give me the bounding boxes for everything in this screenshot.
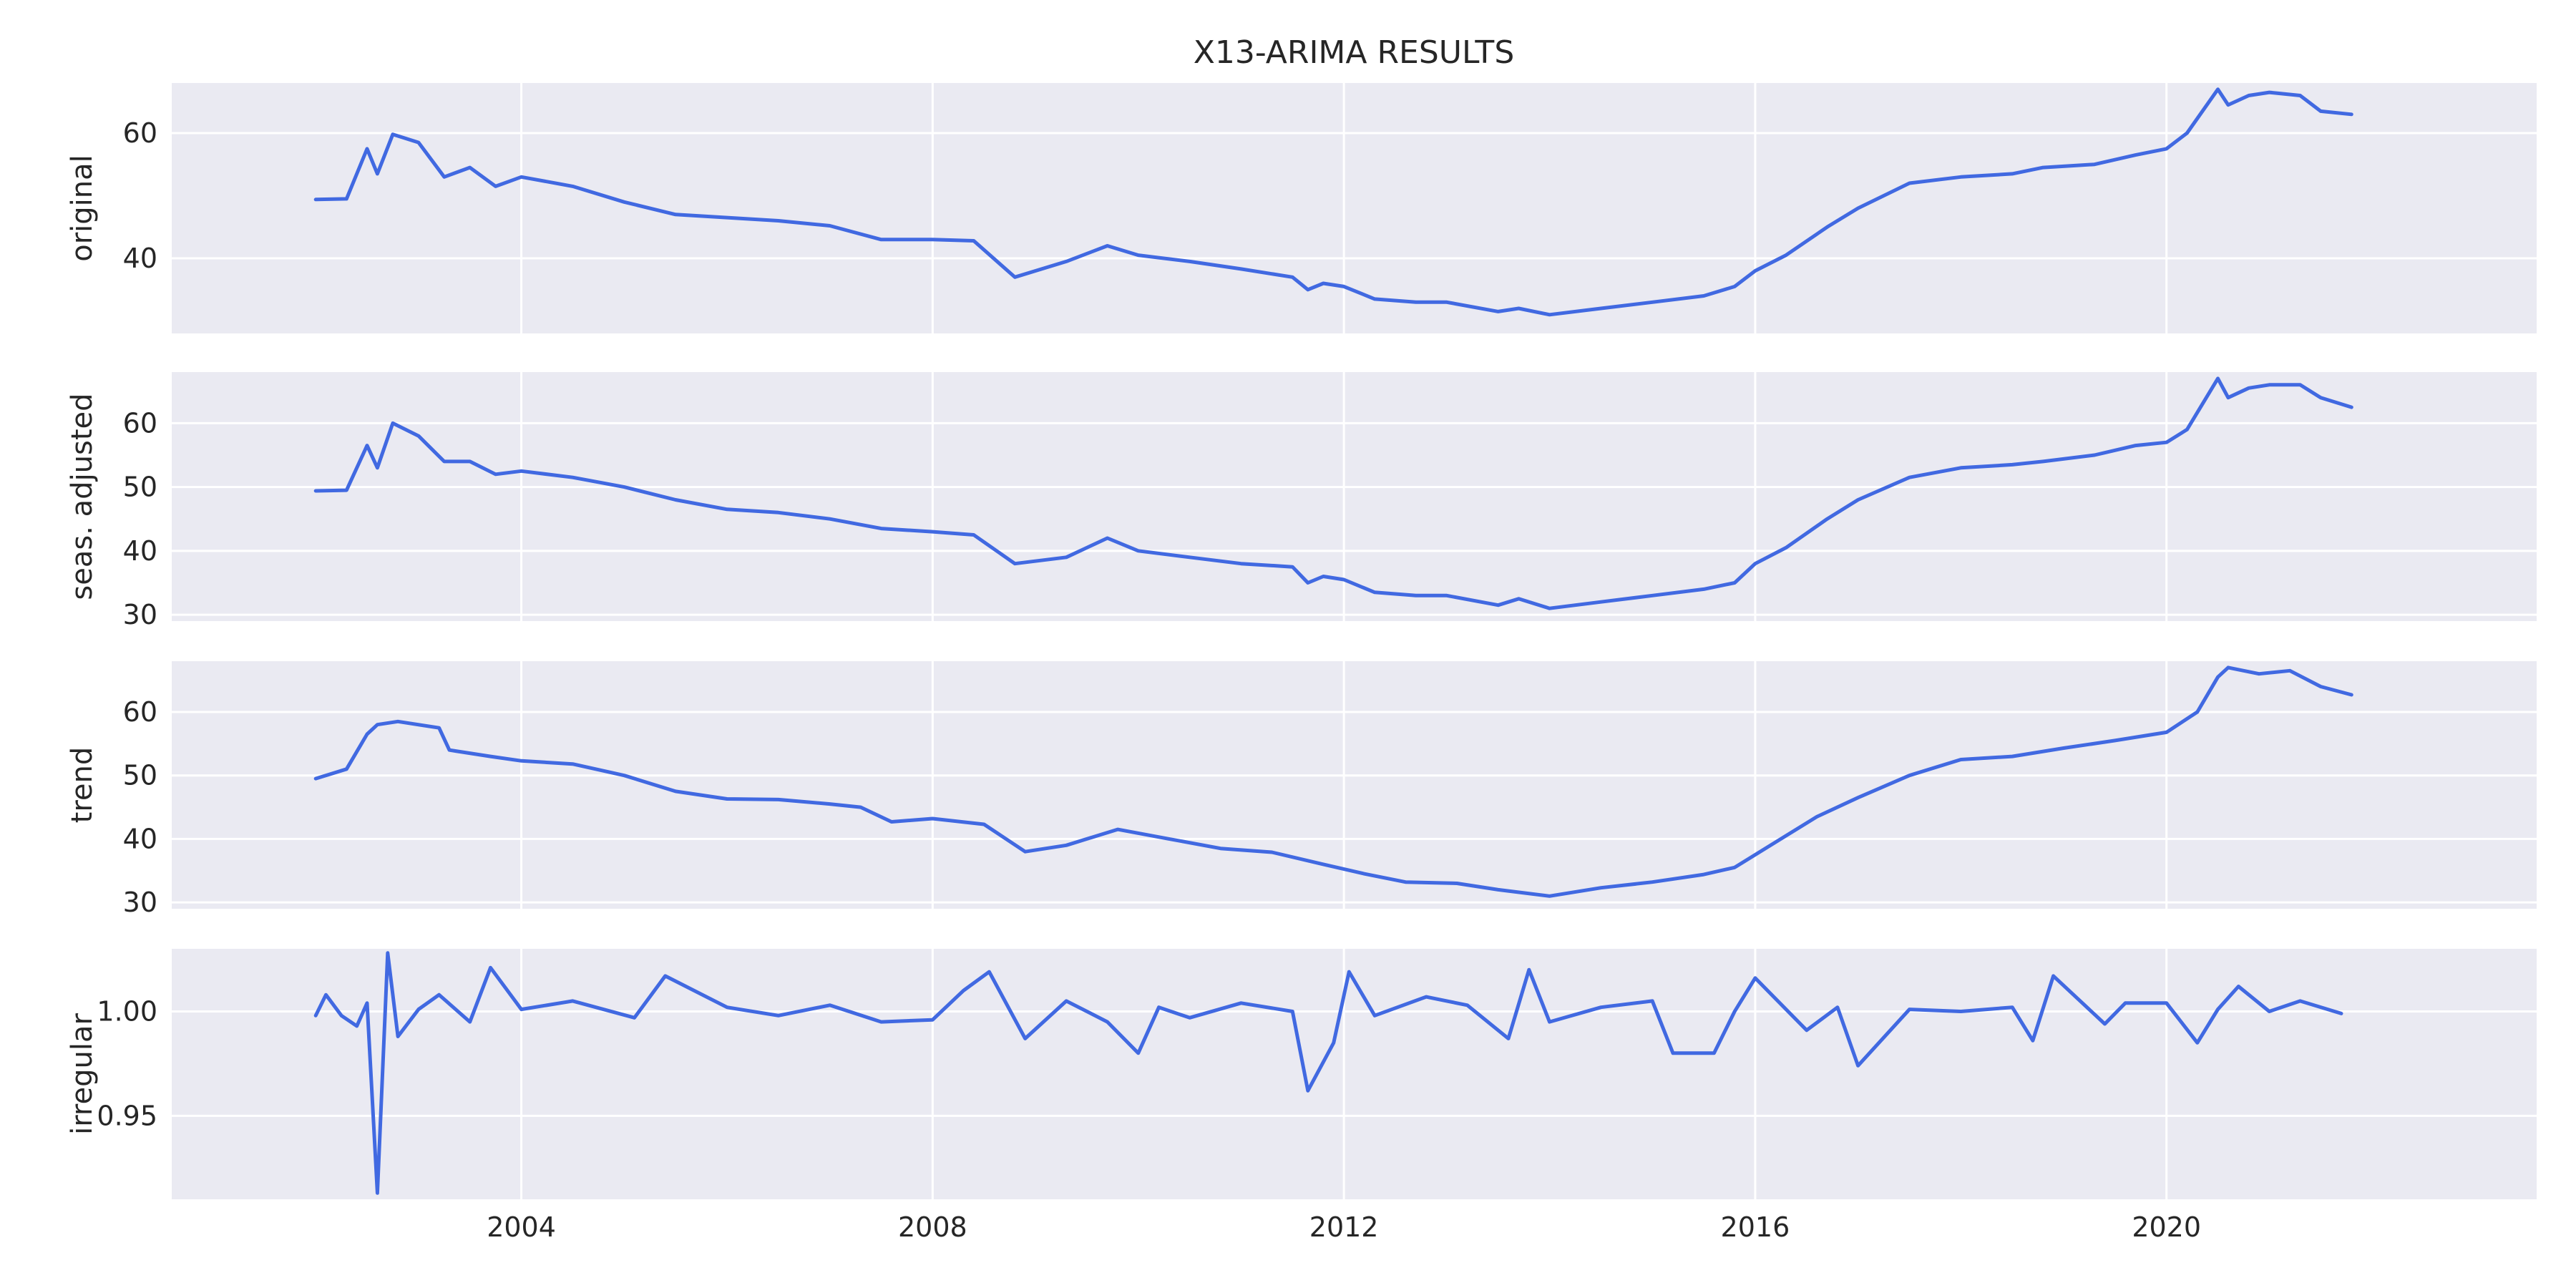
series-line-original bbox=[313, 87, 2353, 317]
y-tick-label: 40 bbox=[123, 535, 157, 567]
panels-container: 40 60 original 30 40 50 60 seas. adjusted 30 40 50… bbox=[66, 83, 2537, 1199]
x-axis: 2004 2008 2012 2016 2020 bbox=[487, 1211, 2201, 1243]
y-tick-label: 40 bbox=[123, 243, 157, 274]
x-tick-label: 2008 bbox=[898, 1211, 967, 1243]
x-tick-label: 2004 bbox=[487, 1211, 556, 1243]
y-axis-label: seas. adjusted bbox=[66, 393, 99, 600]
y-tick-label: 0.95 bbox=[97, 1100, 157, 1131]
y-axis-label: original bbox=[66, 155, 99, 262]
panel-original: 40 60 original bbox=[66, 83, 2537, 333]
y-tick-label: 30 bbox=[123, 599, 157, 630]
panel-background bbox=[172, 372, 2537, 621]
x-tick-label: 2020 bbox=[2132, 1211, 2201, 1243]
panel-background bbox=[172, 949, 2537, 1199]
panel-background bbox=[172, 661, 2537, 909]
series-line-trend bbox=[313, 665, 2353, 898]
y-tick-label: 50 bbox=[123, 472, 157, 503]
panel-seasonally-adjusted: 30 40 50 60 seas. adjusted bbox=[66, 372, 2537, 630]
y-tick-label: 50 bbox=[123, 760, 157, 791]
y-tick-label: 60 bbox=[123, 407, 157, 439]
panel-trend: 30 40 50 60 trend bbox=[66, 661, 2537, 918]
y-tick-label: 60 bbox=[123, 117, 157, 149]
x-tick-label: 2016 bbox=[1721, 1211, 1790, 1243]
y-tick-label: 60 bbox=[123, 696, 157, 728]
series-line-irregular bbox=[313, 951, 2343, 1195]
panel-background bbox=[172, 83, 2537, 333]
y-tick-label: 30 bbox=[123, 887, 157, 918]
series-line-seasonally-adjusted bbox=[313, 376, 2353, 610]
y-axis-label: irregular bbox=[66, 1013, 99, 1135]
chart-title: X13-ARIMA RESULTS bbox=[1194, 34, 1515, 71]
y-axis-label: trend bbox=[66, 747, 99, 824]
y-tick-label: 1.00 bbox=[97, 996, 157, 1028]
y-tick-label: 40 bbox=[123, 823, 157, 854]
x-tick-label: 2012 bbox=[1309, 1211, 1379, 1243]
